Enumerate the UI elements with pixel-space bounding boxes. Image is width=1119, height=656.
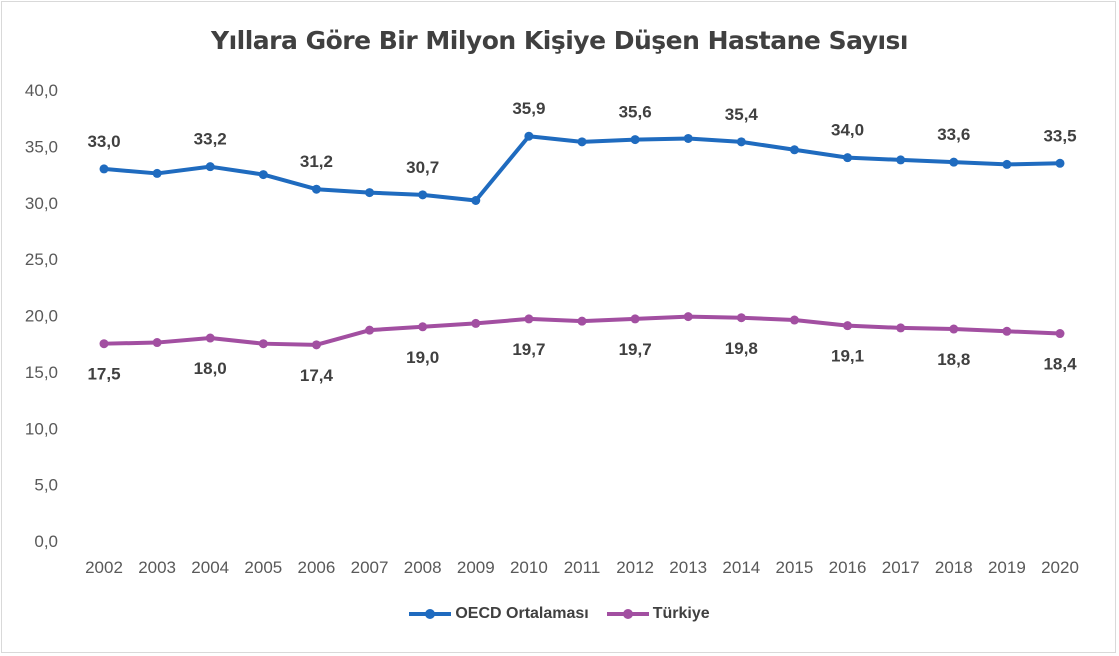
data-point	[736, 137, 746, 147]
chart-title: Yıllara Göre Bir Milyon Kişiye Düşen Has…	[210, 26, 909, 55]
y-tick-label: 25,0	[25, 250, 58, 269]
legend-swatch-oecd	[409, 609, 452, 619]
data-label: 17,5	[87, 365, 120, 384]
data-point	[258, 170, 268, 180]
data-label: 19,1	[831, 347, 864, 366]
legend: OECD Ortalaması Türkiye	[0, 605, 1119, 623]
x-tick-label: 2008	[404, 558, 442, 577]
y-tick-label: 35,0	[25, 137, 58, 156]
data-point	[205, 162, 215, 172]
data-point	[789, 145, 799, 155]
data-point	[577, 316, 587, 326]
data-point	[1002, 326, 1012, 336]
data-point	[258, 339, 268, 349]
data-point	[789, 315, 799, 325]
data-label: 19,7	[512, 340, 545, 359]
data-label: 17,4	[300, 366, 334, 385]
x-tick-label: 2015	[776, 558, 814, 577]
x-tick-label: 2005	[244, 558, 282, 577]
data-label: 31,2	[300, 152, 333, 171]
x-tick-label: 2020	[1041, 558, 1079, 577]
data-point	[736, 313, 746, 323]
data-point	[311, 184, 321, 194]
legend-swatch-turkiye	[606, 609, 649, 619]
x-tick-label: 2002	[85, 558, 123, 577]
x-tick-label: 2018	[935, 558, 973, 577]
y-tick-label: 5,0	[34, 476, 58, 495]
data-point	[205, 333, 215, 343]
data-point	[99, 164, 109, 174]
x-tick-label: 2011	[564, 558, 601, 577]
data-label: 19,8	[725, 339, 758, 358]
data-label: 18,0	[194, 359, 227, 378]
data-point	[99, 339, 109, 349]
data-point	[896, 155, 906, 165]
x-tick-label: 2019	[988, 558, 1026, 577]
legend-label-turkiye: Türkiye	[652, 605, 710, 622]
data-point	[630, 314, 640, 324]
y-tick-label: 0,0	[34, 532, 58, 551]
data-point	[843, 321, 853, 331]
data-point	[524, 131, 534, 141]
data-label: 33,6	[937, 125, 970, 144]
data-label: 34,0	[831, 121, 864, 140]
y-tick-label: 30,0	[25, 194, 58, 213]
y-tick-label: 10,0	[25, 419, 58, 438]
data-point	[471, 318, 481, 328]
data-label: 19,7	[619, 340, 652, 359]
data-label: 18,4	[1043, 355, 1077, 374]
data-point	[471, 195, 481, 205]
x-tick-label: 2014	[722, 558, 760, 577]
data-label: 35,9	[512, 99, 545, 118]
y-tick-label: 15,0	[25, 363, 58, 382]
x-tick-label: 2006	[298, 558, 336, 577]
y-tick-label: 20,0	[25, 307, 58, 326]
data-point	[630, 135, 640, 145]
data-point	[1002, 159, 1012, 169]
x-tick-label: 2016	[829, 558, 867, 577]
data-label: 30,7	[406, 158, 439, 177]
data-label: 35,4	[725, 105, 759, 124]
x-tick-label: 2012	[616, 558, 654, 577]
data-label: 33,2	[194, 130, 227, 149]
x-tick-label: 2017	[882, 558, 920, 577]
data-point	[949, 157, 959, 167]
data-point	[949, 324, 959, 334]
x-tick-label: 2013	[669, 558, 707, 577]
data-label: 33,0	[87, 132, 120, 151]
x-tick-label: 2010	[510, 558, 548, 577]
data-point	[418, 322, 428, 332]
data-point	[1055, 329, 1065, 339]
data-label: 18,8	[937, 350, 970, 369]
data-point	[418, 190, 428, 200]
data-point	[683, 133, 693, 143]
data-point	[683, 312, 693, 322]
data-point	[152, 168, 162, 178]
x-tick-label: 2004	[191, 558, 229, 577]
data-point	[365, 188, 375, 198]
data-point	[577, 137, 587, 147]
data-label: 35,6	[619, 103, 652, 122]
legend-item-oecd: OECD Ortalaması	[409, 605, 589, 623]
data-point	[524, 314, 534, 324]
x-tick-label: 2003	[138, 558, 176, 577]
data-point	[365, 325, 375, 335]
data-point	[152, 338, 162, 348]
data-point	[311, 340, 321, 350]
data-point	[1055, 158, 1065, 168]
data-point	[843, 153, 853, 163]
x-tick-label: 2007	[351, 558, 389, 577]
data-point	[896, 323, 906, 333]
data-label: 19,0	[406, 348, 439, 367]
y-tick-label: 40,0	[25, 81, 58, 100]
x-tick-label: 2009	[457, 558, 495, 577]
data-label: 33,5	[1043, 126, 1076, 145]
legend-label-oecd: OECD Ortalaması	[455, 605, 589, 622]
legend-item-turkiye: Türkiye	[606, 605, 710, 623]
